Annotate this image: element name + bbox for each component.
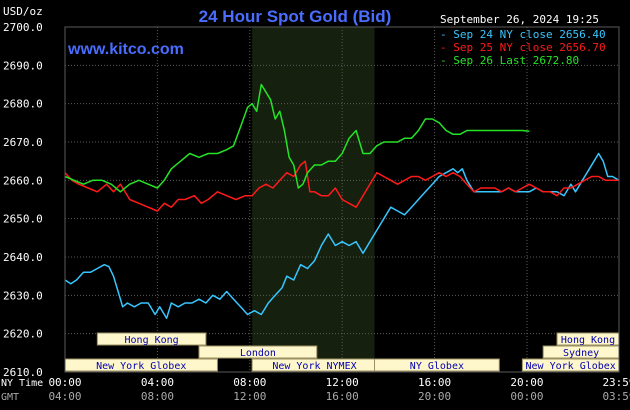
x-tick-label-ny: 04:00 <box>141 376 174 389</box>
x-tick-label-gmt: 20:00 <box>418 390 451 403</box>
session-label: Hong Kong <box>561 335 615 346</box>
chart-title: 24 Hour Spot Gold (Bid) <box>199 7 392 26</box>
y-axis-tick-labels: 2700.0 2690.0 2680.0 2670.0 2660.0 2650.0 2640… <box>3 21 43 379</box>
trading-sessions-group: Hong Kong London New York Globex New York N… <box>64 332 620 372</box>
price-series-group <box>64 83 620 320</box>
ny-time-row-label: NY Time <box>1 378 43 389</box>
y-tick-label: 2680.0 <box>3 98 43 111</box>
session-label: NY Globex <box>410 361 464 372</box>
y-tick-label: 2610.0 <box>3 366 43 379</box>
y-tick-label: 2630.0 <box>3 289 43 302</box>
site-watermark: www.kitco.com <box>67 41 184 58</box>
x-tick-label-gmt: 16:00 <box>326 390 359 403</box>
y-tick-label: 2670.0 <box>3 136 43 149</box>
x-tick-label-ny: 12:00 <box>326 376 359 389</box>
y-tick-label: 2660.0 <box>3 174 43 187</box>
x-tick-label-ny: 23:59 <box>602 376 630 389</box>
x-tick-label-gmt: 04:00 <box>48 390 81 403</box>
x-tick-label-gmt: 12:00 <box>233 390 266 403</box>
x-tick-label-ny: 16:00 <box>418 376 451 389</box>
x-tick-label-ny: 20:00 <box>510 376 543 389</box>
session-label: Hong Kong <box>125 335 179 346</box>
legend-entry: - Sep 24 NY close 2656.40 <box>440 28 606 41</box>
legend-entry: - Sep 26 Last 2672.80 <box>440 54 579 67</box>
y-tick-label: 2700.0 <box>3 21 43 34</box>
y-tick-label: 2640.0 <box>3 251 43 264</box>
session-band <box>198 345 318 359</box>
session-label: New York Globex <box>96 361 186 372</box>
x-tick-label-gmt: 03:59 <box>602 390 630 403</box>
session-band <box>96 332 207 346</box>
y-axis-unit-label: USD/oz <box>3 5 43 18</box>
session-label: London <box>240 348 276 359</box>
series-line-2 <box>64 160 619 212</box>
series-line-3 <box>64 83 530 193</box>
session-label: New York NYMEX <box>272 361 356 372</box>
y-tick-label: 2620.0 <box>3 328 43 341</box>
chart-date-label: September 26, 2024 19:25 <box>440 13 599 26</box>
gmt-row-label: GMT <box>1 392 19 403</box>
x-axis-tick-labels: 00:0004:0004:0008:0008:0012:0012:0016:00… <box>48 376 630 403</box>
session-band <box>374 358 500 372</box>
session-label: New York Globex <box>526 361 616 372</box>
y-tick-label: 2690.0 <box>3 59 43 72</box>
x-tick-label-gmt: 00:00 <box>510 390 543 403</box>
chart-legend: - Sep 24 NY close 2656.40- Sep 25 NY clo… <box>440 28 606 67</box>
x-tick-label-ny: 08:00 <box>233 376 266 389</box>
x-tick-label-gmt: 08:00 <box>141 390 174 403</box>
y-tick-label: 2650.0 <box>3 213 43 226</box>
legend-entry: - Sep 25 NY close 2656.70 <box>440 41 606 54</box>
nymex-session-highlight <box>252 27 375 372</box>
session-label: Sydney <box>563 348 599 359</box>
x-tick-label-ny: 00:00 <box>48 376 81 389</box>
plot-border <box>64 26 620 373</box>
